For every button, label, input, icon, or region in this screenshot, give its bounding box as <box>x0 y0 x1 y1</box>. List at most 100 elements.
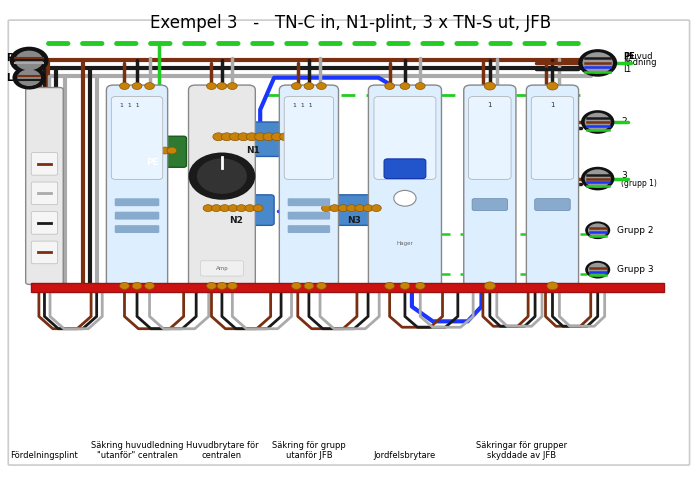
Circle shape <box>330 204 340 211</box>
Text: Huvud: Huvud <box>626 51 653 60</box>
Circle shape <box>415 83 425 90</box>
Text: Huvudbrytare för
centralen: Huvudbrytare för centralen <box>186 441 258 460</box>
Text: N3: N3 <box>347 216 361 225</box>
Text: (grupp 1): (grupp 1) <box>622 179 657 188</box>
Text: N2: N2 <box>229 216 243 225</box>
Text: N1: N1 <box>246 146 260 154</box>
FancyBboxPatch shape <box>288 225 330 233</box>
Circle shape <box>291 83 301 90</box>
FancyBboxPatch shape <box>288 212 330 220</box>
Circle shape <box>584 113 610 131</box>
FancyBboxPatch shape <box>115 225 160 233</box>
FancyBboxPatch shape <box>106 85 167 287</box>
Circle shape <box>120 83 130 90</box>
Text: 1  1  1: 1 1 1 <box>120 103 140 108</box>
Circle shape <box>132 283 142 290</box>
FancyBboxPatch shape <box>115 212 160 220</box>
Circle shape <box>484 82 496 90</box>
Text: N: N <box>623 58 629 67</box>
Circle shape <box>400 83 410 90</box>
Circle shape <box>228 283 237 290</box>
Circle shape <box>160 147 169 154</box>
FancyBboxPatch shape <box>208 122 298 156</box>
FancyBboxPatch shape <box>26 88 63 285</box>
Circle shape <box>238 133 249 141</box>
Circle shape <box>237 204 246 211</box>
Circle shape <box>547 282 558 290</box>
Text: PE: PE <box>623 51 634 60</box>
Circle shape <box>585 221 610 239</box>
FancyBboxPatch shape <box>526 85 579 287</box>
Circle shape <box>304 283 314 290</box>
Circle shape <box>245 204 255 211</box>
Text: Säkring för grupp
utanför JFB: Säkring för grupp utanför JFB <box>272 441 346 460</box>
Circle shape <box>228 204 238 211</box>
Circle shape <box>139 147 149 154</box>
Circle shape <box>385 283 395 290</box>
Circle shape <box>120 283 130 290</box>
Circle shape <box>213 133 224 141</box>
Text: 2: 2 <box>622 117 627 127</box>
Text: L: L <box>623 65 627 74</box>
Circle shape <box>167 147 176 154</box>
Circle shape <box>547 82 558 90</box>
Circle shape <box>372 204 382 211</box>
FancyBboxPatch shape <box>316 195 393 225</box>
FancyBboxPatch shape <box>32 241 57 264</box>
Circle shape <box>394 191 416 206</box>
Circle shape <box>217 283 227 290</box>
Circle shape <box>15 50 43 70</box>
Circle shape <box>13 66 46 90</box>
Text: 1  1  1: 1 1 1 <box>293 103 313 108</box>
Text: L: L <box>6 73 13 83</box>
FancyBboxPatch shape <box>288 198 330 206</box>
FancyBboxPatch shape <box>284 97 334 179</box>
FancyBboxPatch shape <box>115 198 160 206</box>
FancyBboxPatch shape <box>472 198 507 210</box>
Text: 3: 3 <box>622 171 627 180</box>
Circle shape <box>385 83 395 90</box>
Circle shape <box>255 133 266 141</box>
Circle shape <box>206 283 216 290</box>
Text: Säkring huvudledning
"utanför" centralen: Säkring huvudledning "utanför" centralen <box>91 441 183 460</box>
Text: Fördelningsplint: Fördelningsplint <box>10 451 78 460</box>
FancyBboxPatch shape <box>279 85 339 287</box>
Circle shape <box>188 152 256 200</box>
Circle shape <box>588 223 608 237</box>
FancyBboxPatch shape <box>188 85 256 287</box>
Circle shape <box>125 147 135 154</box>
Text: Amp: Amp <box>216 266 228 271</box>
Circle shape <box>221 133 232 141</box>
Text: PE: PE <box>146 158 159 167</box>
Text: 1: 1 <box>550 102 554 108</box>
Circle shape <box>400 283 410 290</box>
Circle shape <box>132 147 142 154</box>
Circle shape <box>145 83 155 90</box>
Circle shape <box>581 167 615 191</box>
Text: Grupp 3: Grupp 3 <box>617 265 654 274</box>
Circle shape <box>304 83 314 90</box>
FancyBboxPatch shape <box>118 136 186 167</box>
Circle shape <box>272 133 283 141</box>
Circle shape <box>588 263 608 277</box>
FancyBboxPatch shape <box>368 85 442 287</box>
Circle shape <box>321 204 331 211</box>
Circle shape <box>585 261 610 279</box>
Circle shape <box>355 204 365 211</box>
Circle shape <box>363 204 373 211</box>
Text: 1: 1 <box>626 65 631 74</box>
Circle shape <box>217 83 227 90</box>
Circle shape <box>146 147 156 154</box>
FancyBboxPatch shape <box>200 261 244 276</box>
Circle shape <box>291 283 301 290</box>
Text: PEN: PEN <box>6 53 28 63</box>
FancyBboxPatch shape <box>32 211 57 234</box>
FancyBboxPatch shape <box>463 85 516 287</box>
Circle shape <box>153 147 163 154</box>
FancyBboxPatch shape <box>374 97 436 179</box>
Circle shape <box>211 204 221 211</box>
Bar <box>31 283 664 292</box>
Circle shape <box>18 69 41 86</box>
Circle shape <box>280 133 290 141</box>
Circle shape <box>263 133 274 141</box>
